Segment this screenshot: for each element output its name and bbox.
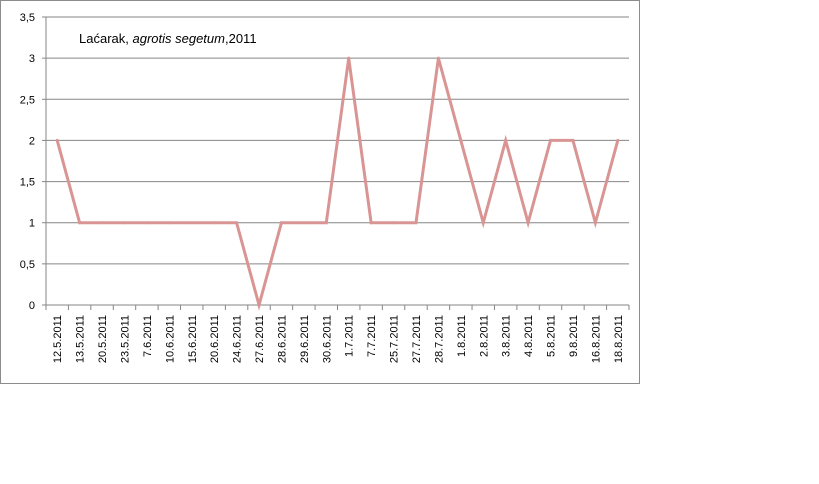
x-tick-label: 20.6.2011 [209,315,221,363]
x-tick-label: 12.5.2011 [52,315,64,363]
chart-frame: 0 0,5 1 1,5 2 2,5 3 3,5 12.5.2011 13.5.2011 20.5.… [0,0,640,384]
y-tick-label: 1,5 [20,177,35,189]
data-point [145,221,149,225]
y-tick-label: 0 [29,300,35,312]
x-tick-label: 25.7.2011 [389,315,401,363]
x-tick-label: 5.8.2011 [546,315,558,357]
data-point [235,221,239,225]
series-layer [55,56,620,311]
y-tick-label: 2,5 [20,94,35,106]
data-point [504,138,508,142]
y-axis-tick-labels: 0 0,5 1 1,5 2 2,5 3 3,5 [20,12,35,312]
y-tick-label: 0,5 [20,259,35,271]
data-point [55,138,59,142]
series-line [55,57,620,311]
data-point [616,138,620,142]
x-tick-label: 15.6.2011 [187,315,199,363]
data-point [279,221,283,225]
x-tick-label: 18.8.2011 [613,315,625,363]
data-point [122,221,126,225]
data-point [414,221,418,225]
data-point [190,221,194,225]
x-tick-label: 29.6.2011 [299,315,311,363]
chart-title-year: ,2011 [225,31,257,46]
x-tick-label: 7.7.2011 [366,315,378,357]
x-tick-label: 24.6.2011 [232,315,244,363]
line-chart: 0 0,5 1 1,5 2 2,5 3 3,5 12.5.2011 13.5.2011 20.5.… [20,12,630,363]
x-tick-label: 13.5.2011 [75,315,87,363]
data-point [481,221,485,225]
data-point [369,221,373,225]
x-tick-label: 27.7.2011 [411,315,423,363]
data-point [167,221,171,225]
x-tick-label: 20.5.2011 [97,315,109,363]
data-point [436,56,440,60]
data-point [593,221,597,225]
data-point [392,221,396,225]
x-tick-label: 16.8.2011 [590,315,602,363]
y-tick-label: 3 [29,53,35,65]
data-point [571,138,575,142]
data-point [526,221,530,225]
x-axis-tick-labels: 12.5.2011 13.5.2011 20.5.2011 23.5.2011 7.6.… [52,315,625,363]
x-tick-label: 2.8.2011 [478,315,490,357]
data-point [324,221,328,225]
y-tick-label: 2 [29,135,35,147]
x-tick-label: 27.6.2011 [254,315,266,363]
x-tick-label: 1.7.2011 [344,315,356,357]
x-tick-label: 10.6.2011 [164,315,176,363]
axes [42,16,630,310]
chart-title-location: Laćarak, [79,31,132,46]
data-point [459,138,463,142]
chart-title-species: agrotis segetum [132,31,225,46]
x-tick-label: 28.7.2011 [433,315,445,363]
data-point [78,221,82,225]
x-tick-label: 1.8.2011 [456,315,468,357]
data-point [212,221,216,225]
data-point [549,138,553,142]
x-tick-label: 9.8.2011 [568,315,580,357]
x-tick-label: 23.5.2011 [119,315,131,363]
x-tick-label: 30.6.2011 [321,315,333,363]
data-point [257,303,261,307]
x-tick-label: 4.8.2011 [523,315,535,357]
x-tick-label: 3.8.2011 [501,315,513,357]
data-point [347,56,351,60]
x-tick-label: 28.6.2011 [276,315,288,363]
x-tick-label: 7.6.2011 [142,315,154,357]
y-tick-label: 1 [29,218,35,230]
data-point [100,221,104,225]
y-tick-label: 3,5 [20,12,35,24]
data-point [302,221,306,225]
chart-title: Laćarak, agrotis segetum,2011 [79,31,257,46]
